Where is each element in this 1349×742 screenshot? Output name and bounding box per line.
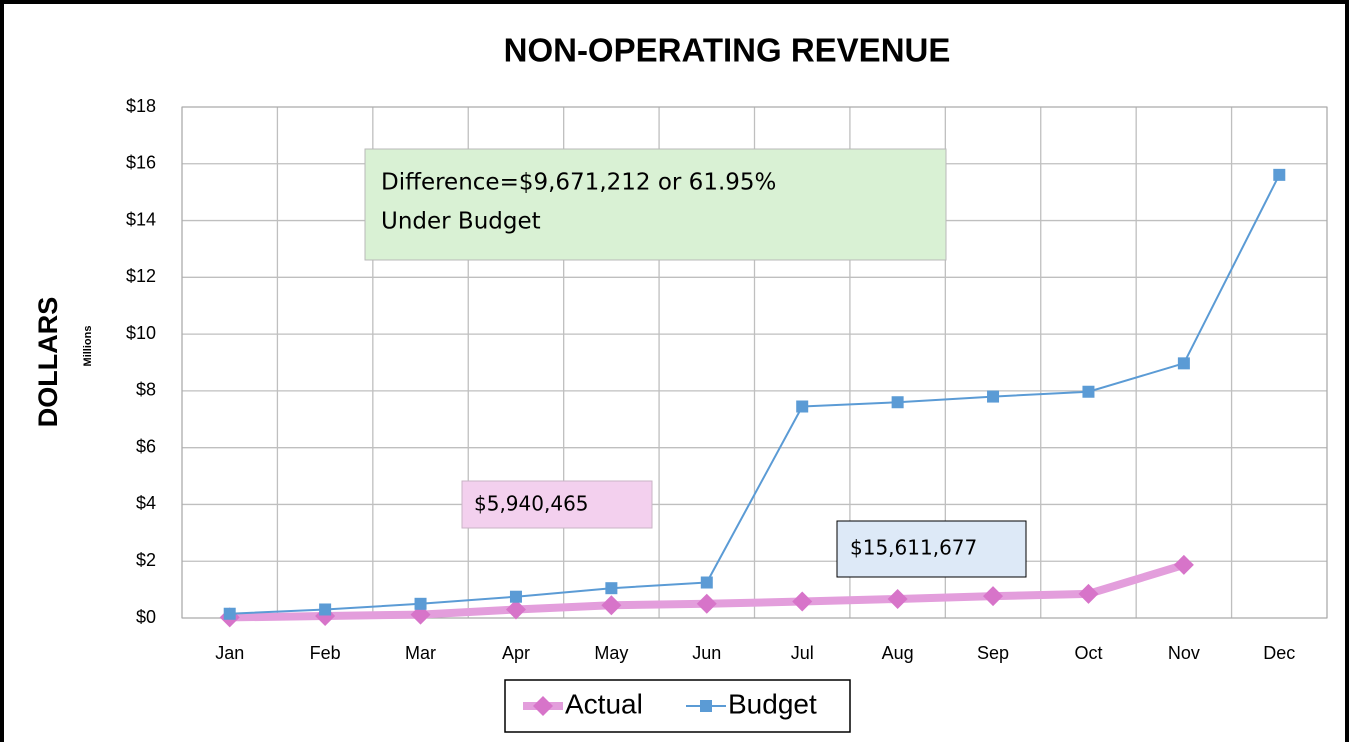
annotation-box	[836, 520, 1027, 578]
x-tick-label: Mar	[405, 643, 436, 663]
legend-marker	[533, 696, 553, 716]
annotation: $5,940,465	[474, 492, 589, 516]
y-tick-label: $10	[126, 323, 156, 343]
data-point	[792, 591, 813, 612]
y-tick-label: $8	[136, 380, 156, 400]
y-tick-label: $0	[136, 607, 156, 627]
data-point	[987, 390, 1000, 403]
x-tick-label: Jan	[215, 643, 244, 663]
legend-label: Budget	[728, 688, 817, 719]
annotation: $15,611,677	[850, 536, 977, 560]
data-point	[505, 599, 526, 620]
annotation-box	[364, 148, 947, 261]
x-tick-label: Jun	[692, 643, 721, 663]
y-tick-label: $14	[126, 209, 156, 229]
y-tick-label: $6	[136, 436, 156, 456]
data-point	[983, 586, 1004, 607]
annotation-box	[461, 480, 653, 529]
x-tick-label: Sep	[977, 643, 1009, 663]
data-point	[319, 603, 332, 616]
annotation: Difference=$9,671,212 or 61.95%	[381, 170, 776, 196]
y-tick-label: $12	[126, 266, 156, 286]
x-tick-label: Apr	[502, 643, 530, 663]
x-tick-label: Aug	[882, 643, 914, 663]
series-line	[229, 174, 1281, 615]
y-tick-label: $4	[136, 493, 156, 513]
legend-label: Actual	[565, 688, 643, 719]
plot-border	[181, 106, 1328, 619]
data-point	[1082, 385, 1095, 398]
data-point	[601, 595, 622, 616]
y-tick-label: $18	[126, 96, 156, 116]
data-point	[605, 582, 618, 595]
chart-title: NON-OPERATING REVENUE	[504, 32, 951, 69]
x-tick-label: Feb	[310, 643, 341, 663]
data-point	[696, 593, 717, 614]
data-point	[1078, 583, 1099, 604]
plot-area: $0 $2 $4 $6 $8 $10 $12 $14 $16 $18 Jan Feb Mar Apr May…	[126, 96, 1328, 663]
data-point	[509, 590, 522, 603]
y-tick-label: $2	[136, 550, 156, 570]
data-point	[700, 576, 713, 589]
x-tick-label: May	[594, 643, 628, 663]
annotation: Under Budget	[381, 209, 541, 235]
x-tick-label: Nov	[1168, 643, 1200, 663]
legend-items: Actual Budget	[523, 688, 817, 719]
y-axis-unit: Millions	[82, 326, 94, 367]
x-tick-label: Dec	[1263, 643, 1295, 663]
data-point	[223, 607, 236, 620]
x-tick-label: Oct	[1074, 643, 1102, 663]
data-point	[1173, 554, 1194, 575]
data-point	[887, 588, 908, 609]
x-tick-label: Jul	[791, 643, 814, 663]
data-point	[414, 597, 427, 610]
legend-marker	[700, 700, 712, 712]
data-point	[1177, 357, 1190, 370]
data-point	[1273, 168, 1286, 181]
data-point	[796, 400, 809, 413]
y-tick-label: $16	[126, 153, 156, 173]
data-point	[891, 396, 904, 409]
y-axis-title: DOLLARS	[33, 297, 63, 428]
